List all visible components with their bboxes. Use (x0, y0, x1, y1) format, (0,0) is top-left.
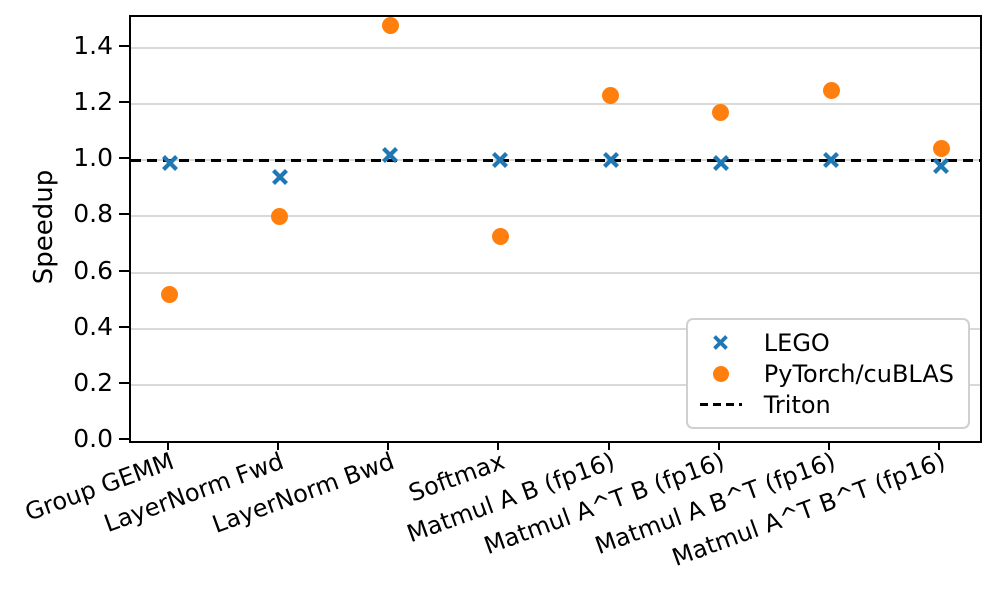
legend-item-pytorch: PyTorch/cuBLAS (700, 359, 954, 388)
pytorch-dot-marker (602, 87, 620, 105)
legend-label-pytorch: PyTorch/cuBLAS (763, 359, 954, 388)
gridline (131, 215, 980, 218)
y-tick-label: 0.6 (73, 255, 113, 285)
y-axis-tick (119, 438, 129, 440)
y-axis-tick (119, 381, 129, 384)
lego-x-marker (712, 155, 729, 171)
lego-x-marker (382, 146, 399, 163)
y-axis-tick (119, 269, 129, 272)
y-tick-label: 0.2 (73, 367, 113, 397)
plot-area: LEGO PyTorch/cuBLAS Triton (129, 15, 982, 443)
y-tick-label: 1.4 (73, 30, 113, 60)
gridline (131, 271, 980, 274)
y-axis-tick (119, 157, 129, 160)
legend-item-lego: LEGO (700, 328, 954, 357)
y-axis-tick (119, 44, 129, 47)
x-axis-tick (387, 441, 390, 450)
gridline (131, 46, 980, 49)
pytorch-dot-marker (161, 286, 179, 304)
gridline (131, 327, 980, 330)
y-tick-label: 1.2 (73, 87, 113, 117)
lego-x-marker (271, 169, 288, 186)
y-tick-label: 0.8 (73, 199, 113, 229)
x-axis-tick (276, 441, 279, 450)
pytorch-dot-marker (381, 16, 399, 34)
triton-reference-line (131, 158, 980, 162)
lego-x-marker (823, 152, 840, 169)
y-tick-label: 1.0 (73, 143, 113, 173)
lego-x-marker (933, 157, 950, 174)
lego-x-marker (161, 155, 178, 171)
x-axis-tick (938, 441, 941, 450)
triton-dashed-line-icon (699, 403, 742, 406)
pytorch-dot-marker (712, 103, 730, 121)
lego-x-marker-icon (713, 335, 729, 350)
pytorch-dot-marker-icon (712, 365, 729, 382)
legend-label-lego: LEGO (763, 328, 830, 357)
gridline (131, 103, 980, 106)
legend: LEGO PyTorch/cuBLAS Triton (685, 318, 970, 429)
legend-item-triton: Triton (699, 390, 954, 419)
lego-x-marker (602, 152, 619, 169)
lego-x-marker (492, 152, 509, 169)
pytorch-dot-marker (271, 207, 289, 225)
x-axis-tick (717, 441, 720, 450)
y-axis-tick (119, 101, 129, 104)
pytorch-dot-marker (932, 140, 950, 158)
legend-label-triton: Triton (763, 390, 831, 419)
y-axis-tick (119, 325, 129, 328)
x-axis-tick (166, 441, 169, 450)
pytorch-dot-marker (822, 81, 840, 99)
x-axis-tick (607, 441, 610, 450)
y-axis-tick (119, 213, 129, 216)
gridline (131, 383, 980, 386)
pytorch-dot-marker (491, 227, 509, 245)
y-tick-label: 0.4 (73, 311, 113, 341)
x-axis-tick (828, 441, 831, 450)
y-tick-label: 0.0 (73, 424, 113, 453)
x-axis-tick (497, 441, 500, 450)
